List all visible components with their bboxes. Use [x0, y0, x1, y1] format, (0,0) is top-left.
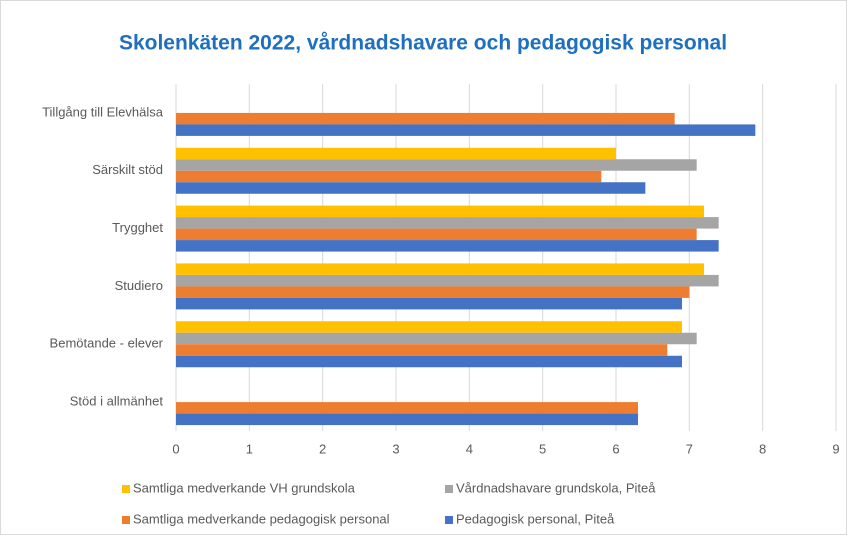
bar — [176, 355, 682, 368]
bar — [176, 170, 602, 183]
bar — [176, 205, 704, 218]
y-tick-label: Studiero — [115, 278, 163, 293]
legend-swatch — [122, 516, 130, 524]
bar — [176, 344, 668, 356]
legend-label: Samtliga medverkande VH grundskola — [133, 480, 356, 495]
bar — [176, 217, 719, 229]
x-tick-label: 4 — [466, 441, 473, 456]
x-tick-label: 1 — [246, 441, 253, 456]
legend-label: Samtliga medverkande pedagogisk personal — [133, 511, 390, 526]
y-tick-label: Tillgång till Elevhälsa — [42, 104, 164, 119]
bar — [176, 274, 719, 287]
y-tick-label: Särskilt stöd — [92, 162, 163, 177]
x-tick-label: 2 — [319, 441, 326, 456]
x-tick-label: 3 — [392, 441, 399, 456]
bar — [176, 124, 756, 136]
bar — [176, 402, 638, 414]
bar — [176, 332, 697, 345]
x-tick-label: 9 — [832, 441, 839, 456]
bar — [176, 297, 682, 310]
x-tick-label: 0 — [172, 441, 179, 456]
bar — [176, 112, 675, 125]
legend-swatch — [445, 485, 453, 493]
bar — [176, 240, 719, 252]
bar — [176, 321, 682, 333]
bar — [176, 413, 638, 426]
legend-swatch — [122, 485, 130, 493]
legend-label: Vårdnadshavare grundskola, Piteå — [456, 480, 656, 495]
bar — [176, 182, 646, 194]
legend-label: Pedagogisk personal, Piteå — [456, 511, 615, 526]
y-tick-label: Trygghet — [112, 220, 163, 235]
x-tick-label: 8 — [759, 441, 766, 456]
bar — [176, 159, 697, 171]
y-tick-label: Bemötande - elever — [50, 336, 164, 351]
bar — [176, 263, 704, 275]
y-tick-label: Stöd i allmänhet — [70, 394, 164, 409]
bar — [176, 286, 690, 298]
chart-title: Skolenkäten 2022, vårdnadshavare och ped… — [119, 32, 727, 55]
x-tick-label: 5 — [539, 441, 546, 456]
x-tick-label: 7 — [686, 441, 693, 456]
bar — [176, 147, 616, 160]
legend-swatch — [445, 516, 453, 524]
x-tick-label: 6 — [612, 441, 619, 456]
bar — [176, 228, 697, 241]
